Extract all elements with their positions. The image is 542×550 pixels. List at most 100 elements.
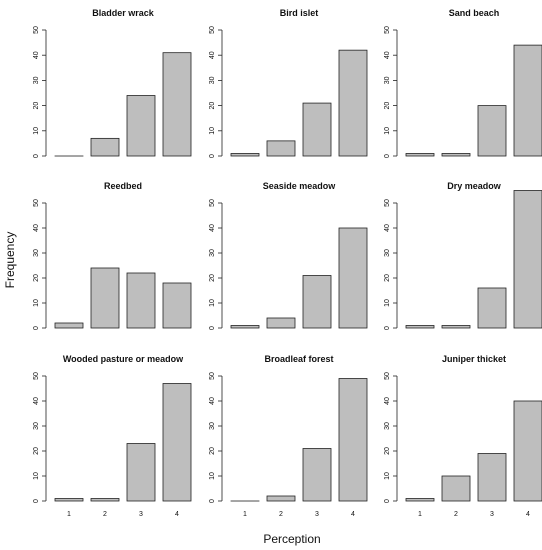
y-tick-label: 40	[33, 51, 40, 59]
bar	[162, 282, 192, 329]
y-tick-label: 40	[33, 397, 40, 405]
bar	[90, 137, 120, 157]
bar	[477, 287, 507, 329]
y-tick-label: 20	[209, 274, 216, 282]
y-tick-label: 20	[209, 102, 216, 110]
bar	[302, 275, 332, 329]
bar	[90, 267, 120, 329]
bar	[477, 453, 507, 502]
bar	[126, 272, 156, 329]
chart-panel: Reedbed 0 10 20 30 40 50	[33, 181, 192, 330]
bar	[338, 378, 368, 502]
y-tick-label: 50	[33, 26, 40, 34]
y-tick-label: 20	[384, 447, 391, 455]
y-tick-label: 30	[384, 422, 391, 430]
panel-title: Bladder wrack	[92, 8, 155, 18]
y-tick-label: 0	[33, 154, 40, 158]
x-tick-label: 3	[139, 511, 143, 518]
chart-panel: Bladder wrack 0 10 20 30 40 50	[33, 8, 192, 158]
bar	[266, 140, 296, 157]
x-tick-label: 3	[315, 511, 319, 518]
y-tick-label: 0	[384, 154, 391, 158]
bar	[405, 153, 435, 157]
y-tick-label: 40	[209, 224, 216, 232]
x-tick-label: 2	[454, 511, 458, 518]
bar	[513, 44, 542, 157]
x-tick-label: 2	[103, 511, 107, 518]
y-tick-label: 0	[384, 326, 391, 330]
y-tick-label: 20	[33, 447, 40, 455]
y-tick-label: 0	[384, 499, 391, 503]
y-tick-label: 10	[384, 299, 391, 307]
bar	[266, 495, 296, 502]
y-tick-label: 10	[33, 127, 40, 135]
y-tick-label: 0	[33, 499, 40, 503]
y-tick-label: 20	[384, 274, 391, 282]
bar	[126, 95, 156, 157]
y-tick-label: 40	[209, 397, 216, 405]
y-tick-label: 10	[209, 472, 216, 480]
y-tick-label: 20	[384, 102, 391, 110]
y-tick-label: 30	[209, 249, 216, 257]
bar	[302, 448, 332, 502]
bar	[405, 498, 435, 502]
y-tick-label: 50	[384, 372, 391, 380]
panel-title: Dry meadow	[447, 181, 502, 191]
y-tick-label: 10	[384, 472, 391, 480]
y-tick-label: 30	[209, 76, 216, 84]
panel-title: Seaside meadow	[263, 181, 337, 191]
global-y-axis-label: Frequency	[3, 232, 17, 289]
y-tick-label: 30	[384, 249, 391, 257]
panel-title: Wooded pasture or meadow	[63, 354, 184, 364]
y-tick-label: 50	[384, 199, 391, 207]
y-tick-label: 50	[33, 199, 40, 207]
chart-panel: Sand beach 0 10 20 30 40 50	[384, 8, 542, 158]
y-tick-label: 0	[209, 326, 216, 330]
bar	[338, 227, 368, 329]
y-tick-label: 30	[384, 76, 391, 84]
chart-panel: Juniper thicket 0 10 20 30 40 50 1 2 3 4	[384, 354, 542, 518]
y-tick-label: 0	[209, 499, 216, 503]
x-tick-label: 1	[67, 511, 71, 518]
y-tick-label: 30	[33, 249, 40, 257]
bar	[54, 498, 84, 502]
bar	[441, 325, 471, 329]
panel-title: Sand beach	[449, 8, 500, 18]
panel-title: Reedbed	[104, 181, 142, 191]
y-tick-label: 40	[384, 397, 391, 405]
y-tick-label: 30	[209, 422, 216, 430]
y-tick-label: 0	[33, 326, 40, 330]
global-x-axis-label: Perception	[263, 532, 320, 546]
chart-panel: Broadleaf forest 0 10 20 30 40 50 1 2 3 4	[209, 354, 368, 518]
y-tick-label: 10	[33, 299, 40, 307]
x-tick-label: 4	[351, 511, 355, 518]
y-tick-label: 50	[33, 372, 40, 380]
y-tick-label: 10	[209, 299, 216, 307]
y-tick-label: 40	[384, 51, 391, 59]
bar	[230, 153, 260, 157]
bar	[477, 105, 507, 157]
bar	[230, 325, 260, 329]
y-tick-label: 20	[33, 274, 40, 282]
y-tick-label: 40	[209, 51, 216, 59]
y-tick-label: 10	[209, 127, 216, 135]
panel-title: Juniper thicket	[442, 354, 506, 364]
y-tick-label: 20	[209, 447, 216, 455]
chart-panel: Bird islet 0 10 20 30 40 50	[209, 8, 368, 158]
chart-panel: Dry meadow 0 10 20 30 40 50	[384, 181, 542, 330]
y-tick-label: 50	[384, 26, 391, 34]
bar	[126, 443, 156, 502]
bar	[441, 153, 471, 157]
bar	[302, 102, 332, 157]
bar	[90, 498, 120, 502]
y-tick-label: 0	[209, 154, 216, 158]
y-tick-label: 30	[33, 422, 40, 430]
y-tick-label: 50	[209, 372, 216, 380]
y-tick-label: 50	[209, 26, 216, 34]
chart-panel: Wooded pasture or meadow 0 10 20 30 40 50 1 2 3 4	[33, 354, 192, 518]
bar	[54, 322, 84, 329]
bar	[513, 190, 542, 329]
bar	[162, 52, 192, 157]
bar	[162, 383, 192, 502]
bar	[338, 49, 368, 157]
